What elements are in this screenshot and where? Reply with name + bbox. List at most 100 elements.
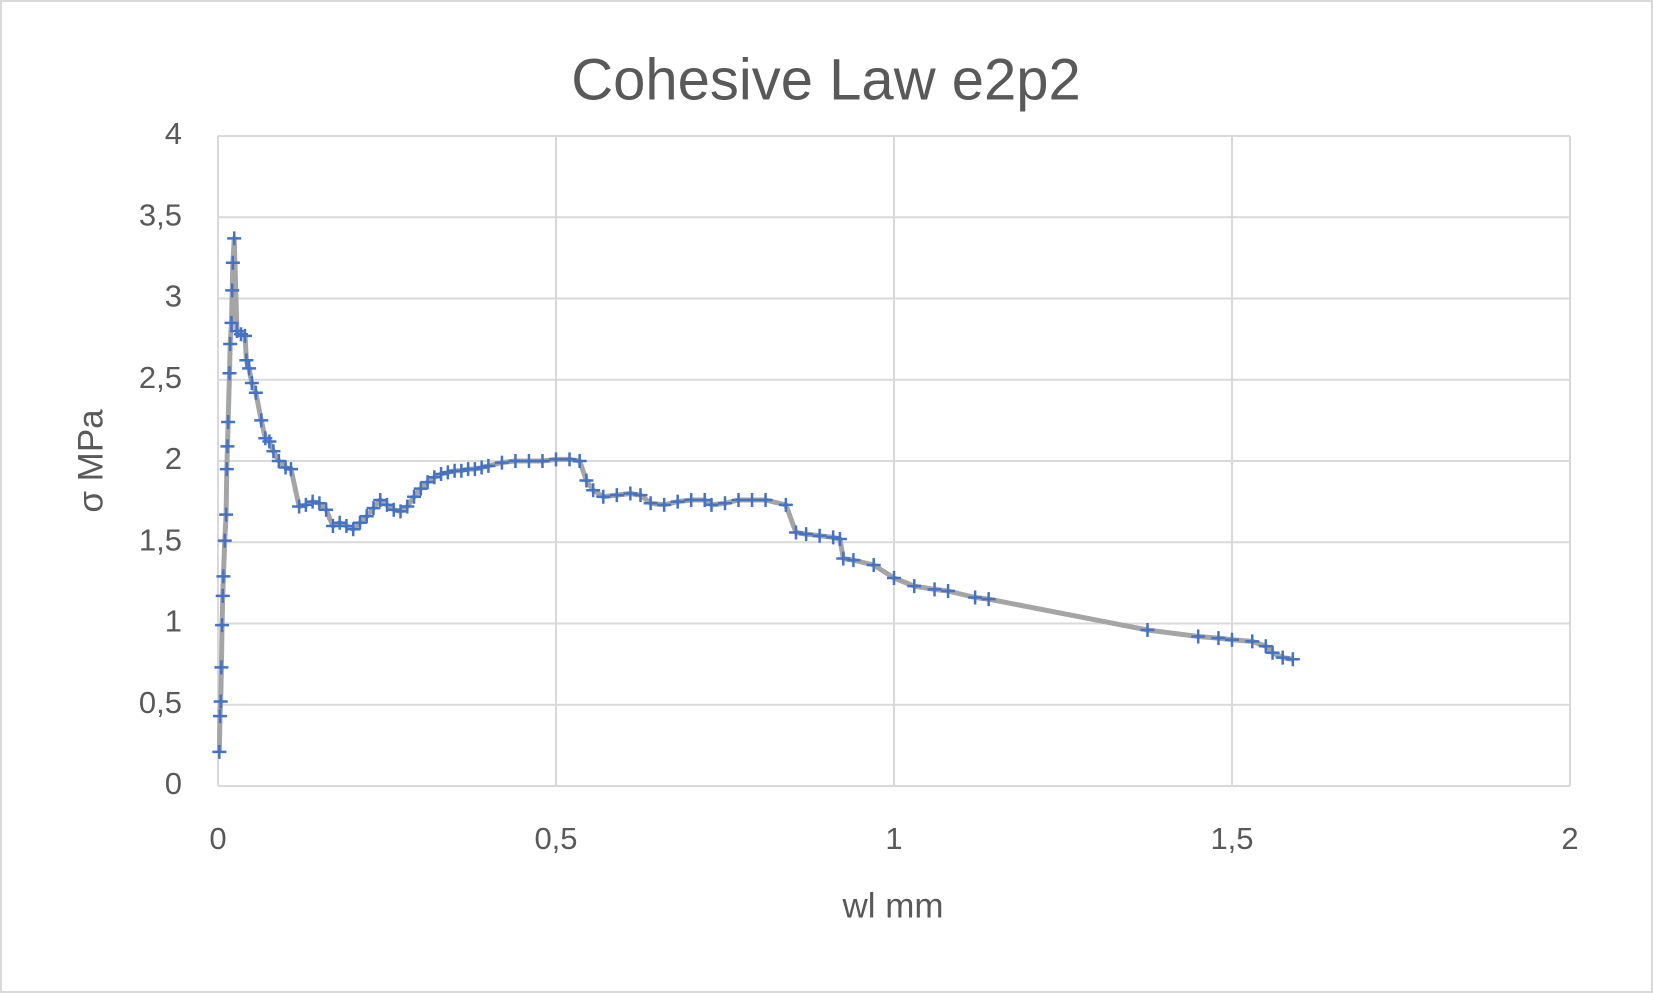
x-tick-label: 1 xyxy=(885,821,902,856)
marker xyxy=(292,499,307,514)
marker xyxy=(1265,645,1280,660)
marker xyxy=(366,501,381,516)
marker xyxy=(359,509,374,524)
marker xyxy=(440,465,455,480)
x-tick-label: 0,5 xyxy=(534,821,577,856)
marker xyxy=(271,454,286,468)
marker xyxy=(222,366,237,381)
marker xyxy=(225,255,240,270)
marker xyxy=(284,462,299,477)
marker xyxy=(224,315,239,330)
marker xyxy=(346,522,361,537)
marker xyxy=(219,507,234,522)
y-axis-label: σ MPa xyxy=(71,409,110,513)
marker xyxy=(684,493,699,507)
marker xyxy=(494,455,509,470)
marker xyxy=(704,497,719,512)
marker xyxy=(907,579,922,594)
marker xyxy=(221,415,236,429)
marker xyxy=(217,533,232,548)
marker xyxy=(670,494,685,509)
marker xyxy=(1225,632,1239,647)
marker xyxy=(758,493,773,507)
marker xyxy=(579,473,594,488)
marker xyxy=(312,496,327,511)
marker xyxy=(941,584,956,598)
marker xyxy=(1245,634,1260,649)
marker xyxy=(325,519,340,533)
marker xyxy=(242,361,257,376)
marker xyxy=(1211,631,1226,646)
x-tick-label: 2 xyxy=(1561,821,1578,856)
marker xyxy=(866,558,881,572)
marker xyxy=(213,709,228,724)
marker xyxy=(427,470,442,485)
marker xyxy=(836,551,851,566)
y-tick-label: 2 xyxy=(165,441,182,476)
marker xyxy=(596,489,611,504)
y-tick-label: 3 xyxy=(165,279,182,314)
marker xyxy=(238,328,253,343)
marker xyxy=(535,454,550,468)
marker xyxy=(319,502,334,517)
y-tick-label: 1 xyxy=(165,604,182,639)
marker xyxy=(213,694,228,709)
marker xyxy=(1258,639,1273,654)
marker xyxy=(788,525,803,540)
marker xyxy=(474,460,489,475)
marker xyxy=(216,569,231,584)
marker xyxy=(549,452,563,467)
marker xyxy=(799,527,814,542)
marker xyxy=(467,462,482,477)
marker xyxy=(745,493,760,507)
x-tick-label: 1,5 xyxy=(1210,821,1253,856)
y-tick-label: 3,5 xyxy=(139,197,182,232)
y-tick-label: 2,5 xyxy=(139,360,182,395)
marker xyxy=(454,463,469,478)
marker xyxy=(778,497,793,512)
marker xyxy=(562,452,577,467)
marker xyxy=(434,467,449,481)
marker xyxy=(1140,623,1155,637)
marker xyxy=(927,582,942,597)
x-tick-label: 0 xyxy=(209,821,226,856)
y-tick-label: 4 xyxy=(165,116,182,151)
marker xyxy=(407,489,422,504)
marker xyxy=(846,553,861,568)
marker xyxy=(657,497,672,512)
marker xyxy=(521,454,536,468)
marker xyxy=(214,660,229,675)
marker xyxy=(1275,650,1290,665)
marker xyxy=(212,744,227,759)
marker xyxy=(219,462,234,477)
marker xyxy=(400,499,415,514)
marker xyxy=(248,385,263,400)
marker xyxy=(609,488,624,503)
marker xyxy=(220,439,235,454)
marker xyxy=(298,497,313,512)
marker xyxy=(508,454,523,468)
marker xyxy=(633,488,648,503)
x-axis-label: wl mm xyxy=(841,886,943,925)
marker xyxy=(352,515,367,530)
marker xyxy=(339,519,354,533)
marker xyxy=(254,413,269,428)
marker xyxy=(239,353,254,368)
marker xyxy=(832,532,847,546)
marker xyxy=(262,434,277,449)
marker xyxy=(812,528,827,543)
marker xyxy=(386,502,401,517)
marker xyxy=(572,454,587,468)
chart-title: Cohesive Law e2p2 xyxy=(571,47,1080,112)
y-tick-label: 1,5 xyxy=(139,522,182,557)
marker xyxy=(826,530,841,545)
marker xyxy=(586,483,601,498)
marker xyxy=(731,493,746,507)
marker xyxy=(227,231,242,246)
marker xyxy=(481,458,496,473)
marker xyxy=(223,337,238,351)
marker xyxy=(718,496,732,511)
marker xyxy=(413,481,428,496)
y-tick-label: 0,5 xyxy=(139,685,182,720)
